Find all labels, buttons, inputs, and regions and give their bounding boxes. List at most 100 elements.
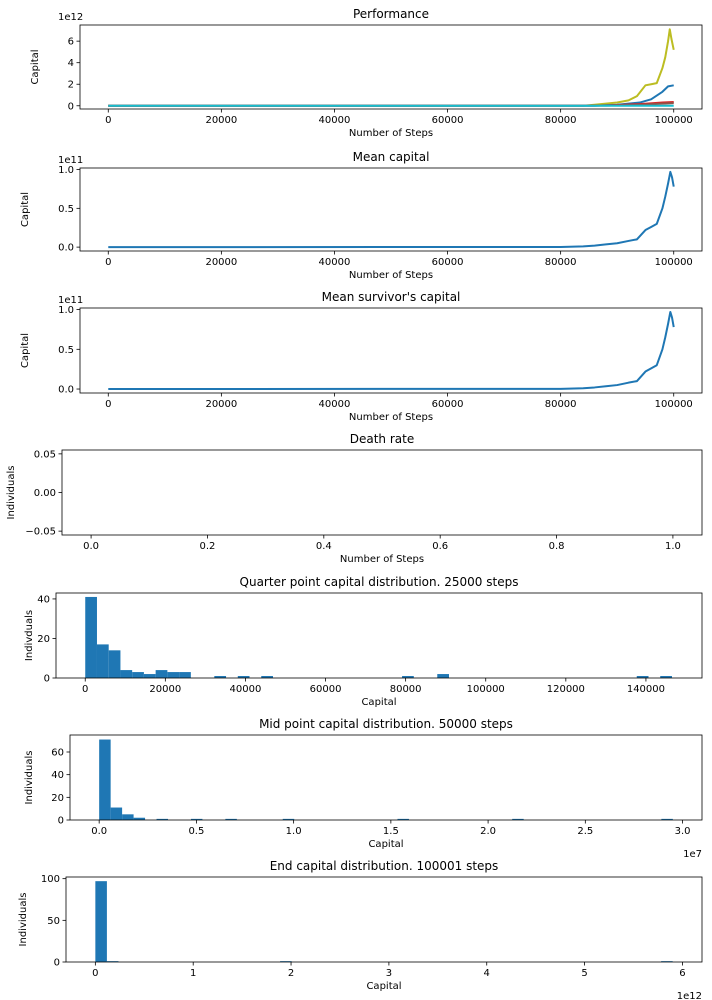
x-tick-label: 100000 — [655, 399, 693, 410]
subplot-2: Mean capital 0 20000 40000 60000 80000 100000 0… — [20, 150, 703, 281]
x-tick-label: 40000 — [230, 684, 262, 695]
y-tick-label: 50 — [47, 916, 60, 927]
y-tick-label: 1.0 — [58, 305, 74, 316]
y-axis-label: Individuals — [18, 893, 29, 947]
x-tick-label: 0 — [82, 684, 88, 695]
histogram-bar — [99, 739, 111, 820]
x-tick-label: 40000 — [319, 115, 351, 126]
histogram-bar — [120, 670, 133, 678]
x-offset-text: 1e7 — [683, 849, 702, 860]
histogram-bar — [282, 818, 295, 820]
axes-frame — [79, 167, 703, 252]
chart-title: Mid point capital distribution. 50000 st… — [259, 717, 513, 731]
y-tick-label: −0.05 — [25, 527, 56, 538]
x-tick-label: 100000 — [655, 115, 693, 126]
chart-title: Mean capital — [353, 150, 430, 164]
x-tick-label: 6 — [679, 968, 685, 979]
y-tick-label: 100 — [41, 874, 60, 885]
y-tick-label: 40 — [51, 770, 64, 781]
y-axis-label: Capital — [30, 49, 41, 84]
x-tick-label: 80000 — [545, 399, 577, 410]
series-line-1 — [108, 28, 675, 107]
y-tick-label: 1.0 — [58, 165, 74, 176]
histogram-bar — [661, 818, 673, 820]
histogram-bar — [402, 676, 414, 678]
x-tick-label: 40000 — [319, 257, 351, 268]
y-tick-label: 2 — [68, 80, 74, 91]
histogram-bar — [190, 818, 203, 820]
axes-frame — [79, 24, 703, 110]
x-tick-label: 0.2 — [200, 541, 216, 552]
axes-frame — [55, 592, 703, 679]
x-tick-label: 1.0 — [286, 826, 302, 837]
x-tick-label: 3.0 — [675, 826, 691, 837]
y-axis-label: Capital — [20, 192, 31, 227]
y-tick-label: 6 — [68, 37, 74, 48]
x-tick-label: 100000 — [655, 257, 693, 268]
y-tick-label: 40 — [37, 594, 50, 605]
histogram-bar — [156, 818, 169, 820]
x-tick-label: 5 — [581, 968, 587, 979]
x-tick-label: 20000 — [149, 684, 181, 695]
y-tick-label: 0.00 — [34, 488, 56, 499]
histogram-bar — [636, 676, 649, 678]
histogram-bar — [85, 596, 97, 678]
subplot-3: Mean survivor's capital 0 20000 40000 60000 8… — [20, 290, 703, 423]
x-axis-label: Capital — [366, 981, 401, 992]
x-axis-label: Capital — [368, 839, 403, 850]
chart-title: Mean survivor's capital — [322, 290, 461, 304]
x-tick-label: 1 — [190, 968, 196, 979]
x-tick-label: 0.5 — [188, 826, 204, 837]
x-tick-label: 3 — [386, 968, 392, 979]
x-axis-label: Capital — [361, 697, 396, 708]
series-line-1 — [108, 170, 675, 249]
histogram-bar — [437, 674, 449, 678]
x-tick-label: 60000 — [432, 257, 464, 268]
y-offset-text: 1e11 — [58, 155, 83, 166]
y-tick-label: 20 — [51, 793, 64, 804]
histogram-bar — [261, 676, 273, 678]
y-axis-label: Individuals — [24, 751, 35, 805]
y-tick-label: 0 — [44, 674, 50, 685]
histogram-bar — [280, 961, 292, 962]
y-tick-label: 4 — [68, 58, 74, 69]
x-tick-label: 2.0 — [480, 826, 496, 837]
histogram-bar — [214, 676, 227, 678]
x-tick-label: 1.5 — [383, 826, 399, 837]
chart-title: End capital distribution. 100001 steps — [270, 859, 499, 873]
subplot-7: End capital distribution. 100001 steps 0 1… — [18, 859, 703, 1000]
x-tick-label: 0.0 — [83, 541, 99, 552]
histogram-bar — [110, 807, 123, 820]
x-axis-label: Number of Steps — [349, 412, 433, 423]
y-axis-label: Individuals — [6, 466, 17, 520]
histogram-bar — [143, 674, 156, 678]
x-tick-label: 0 — [105, 399, 111, 410]
y-tick-label: 0 — [58, 816, 64, 827]
axes-frame — [61, 449, 703, 536]
axes-frame — [79, 307, 703, 394]
x-tick-label: 20000 — [205, 399, 237, 410]
x-tick-label: 2 — [288, 968, 294, 979]
x-tick-label: 60000 — [310, 684, 342, 695]
y-tick-label: 0.05 — [34, 449, 56, 460]
histogram-bar — [108, 650, 121, 678]
histogram-bar — [237, 676, 250, 678]
y-tick-label: 0.5 — [58, 345, 74, 356]
y-tick-label: 0.5 — [58, 204, 74, 215]
histogram-bar — [155, 670, 168, 678]
x-tick-label: 60000 — [432, 399, 464, 410]
y-axis-label: Capital — [20, 333, 31, 368]
x-axis-label: Number of Steps — [349, 128, 433, 139]
x-axis-label: Number of Steps — [349, 270, 433, 281]
histogram-bar — [661, 961, 673, 962]
x-tick-label: 1.0 — [665, 541, 681, 552]
x-tick-label: 80000 — [545, 257, 577, 268]
x-tick-label: 2.5 — [577, 826, 593, 837]
axes-frame — [69, 734, 703, 821]
x-tick-label: 80000 — [390, 684, 422, 695]
y-offset-text: 1e12 — [58, 12, 83, 23]
series-line-1 — [108, 310, 675, 391]
subplot-5: Quarter point capital distribution. 2500… — [24, 575, 703, 708]
series-line-2 — [108, 84, 674, 107]
